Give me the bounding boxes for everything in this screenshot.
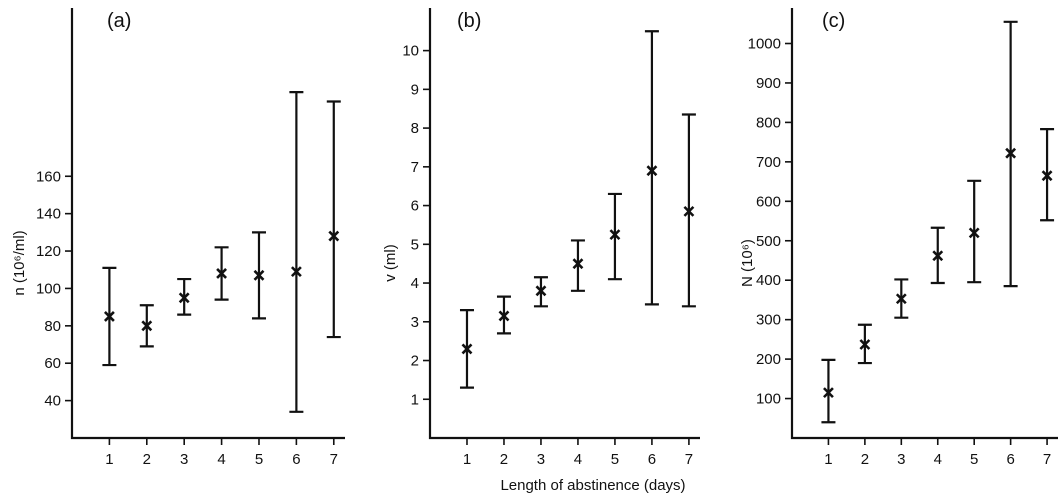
x-tick-label: 2 <box>861 451 869 468</box>
y-tick-label: 8 <box>411 120 419 137</box>
data-point <box>895 293 907 305</box>
x-tick-label: 7 <box>330 451 338 468</box>
data-point <box>141 320 153 332</box>
y-axis-title: v (ml) <box>382 244 399 282</box>
shared-x-axis-label: Length of abstinence (days) <box>500 477 685 494</box>
data-point <box>646 165 658 177</box>
y-tick-label: 9 <box>411 81 419 98</box>
panel-label: (c) <box>822 10 845 32</box>
y-tick-label: 3 <box>411 314 419 331</box>
error-bar <box>326 100 341 339</box>
y-axis-title: N (10⁶) <box>739 239 756 287</box>
error-bar <box>644 30 659 306</box>
x-tick-label: 3 <box>897 451 905 468</box>
y-tick-label: 5 <box>411 236 419 253</box>
data-point <box>859 339 871 350</box>
y-tick-label: 700 <box>756 154 781 171</box>
error-bar <box>607 192 622 281</box>
x-tick-label: 2 <box>143 451 151 468</box>
x-tick-label: 4 <box>934 451 942 468</box>
error-bar <box>289 91 304 413</box>
y-tick-label: 160 <box>36 168 61 185</box>
x-tick-label: 6 <box>1006 451 1014 468</box>
data-point <box>1005 147 1017 159</box>
y-tick-label: 800 <box>756 114 781 131</box>
y-tick-label: 120 <box>36 243 61 260</box>
x-tick-label: 5 <box>970 451 978 468</box>
y-tick-label: 2 <box>411 353 419 370</box>
data-point <box>1041 170 1053 182</box>
panel-a: (a) 40 60 80 100 120 140 160 1 2 3 4 5 6 7 n (10⁶/ml) <box>11 8 345 468</box>
y-tick-label: 600 <box>756 193 781 210</box>
y-tick-label: 140 <box>36 206 61 223</box>
y-tick-label: 6 <box>411 198 419 215</box>
data-point <box>328 230 340 242</box>
x-tick-label: 6 <box>292 451 300 468</box>
x-tick-label: 7 <box>685 451 693 468</box>
data-point <box>823 387 834 399</box>
x-tick-label: 4 <box>574 451 582 468</box>
axes <box>790 8 1058 440</box>
data-point <box>216 268 228 279</box>
x-tick-label: 5 <box>255 451 263 468</box>
panel-b: (b) 1 2 3 4 5 6 7 8 9 10 1 2 3 4 5 6 7 v (ml) <box>382 8 700 468</box>
y-tick-label: 400 <box>756 272 781 289</box>
y-tick-label: 300 <box>756 312 781 329</box>
y-tick-label: 80 <box>44 318 61 335</box>
y-tick-label: 1000 <box>748 36 781 53</box>
y-tick-label: 500 <box>756 233 781 250</box>
x-tick-label: 7 <box>1043 451 1051 468</box>
x-tick-label: 1 <box>463 451 471 468</box>
axes <box>428 8 700 440</box>
x-tick-label: 3 <box>180 451 188 468</box>
y-tick-label: 60 <box>44 355 61 372</box>
y-tick-label: 10 <box>402 43 419 60</box>
x-tick-label: 6 <box>648 451 656 468</box>
data-point <box>103 311 115 322</box>
data-point <box>572 258 584 270</box>
axes <box>70 8 345 440</box>
x-tick-label: 4 <box>217 451 225 468</box>
y-tick-label: 200 <box>756 351 781 368</box>
data-point <box>932 250 944 262</box>
panel-label: (a) <box>107 10 131 32</box>
y-tick-label: 900 <box>756 75 781 92</box>
x-tick-label: 1 <box>824 451 832 468</box>
x-tick-label: 1 <box>105 451 113 468</box>
error-bar <box>570 239 585 292</box>
data-point <box>498 310 510 322</box>
x-tick-label: 3 <box>537 451 545 468</box>
x-tick-label: 5 <box>611 451 619 468</box>
y-tick-label: 7 <box>411 159 419 176</box>
data-point <box>535 285 547 297</box>
data-point <box>461 343 473 355</box>
data-point <box>683 205 695 217</box>
y-tick-label: 4 <box>411 275 419 292</box>
panel-label: (b) <box>457 10 481 32</box>
y-tick-label: 100 <box>756 391 781 408</box>
y-axis-title: n (10⁶/ml) <box>11 230 28 295</box>
y-tick-label: 100 <box>36 280 61 297</box>
y-tick-label: 40 <box>44 393 61 410</box>
data-point <box>968 227 980 239</box>
data-point <box>609 229 621 241</box>
data-point <box>178 292 190 304</box>
x-tick-label: 2 <box>500 451 508 468</box>
panel-c: (c) 100 200 300 400 500 600 700 800 900 1000 1 2 3 4 5 6… <box>739 8 1058 468</box>
data-point <box>290 266 302 278</box>
data-point <box>253 269 265 281</box>
y-tick-label: 1 <box>411 391 419 408</box>
